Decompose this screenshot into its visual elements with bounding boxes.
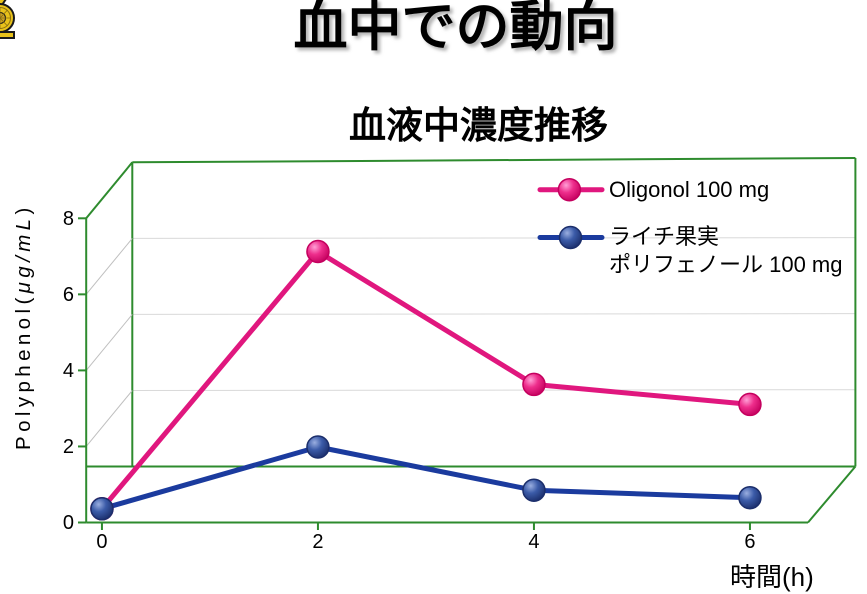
svg-text:2: 2 <box>312 531 323 553</box>
svg-text:4: 4 <box>528 531 539 553</box>
svg-text:0: 0 <box>63 512 74 534</box>
svg-text:0: 0 <box>96 531 107 553</box>
svg-text:Oligonol 100 mg: Oligonol 100 mg <box>609 177 769 202</box>
svg-text:2: 2 <box>63 436 74 458</box>
svg-text:ポリフェノール 100 mg: ポリフェノール 100 mg <box>609 252 843 277</box>
svg-text:8: 8 <box>63 208 74 230</box>
svg-text:4: 4 <box>63 360 74 382</box>
svg-text:Polyphenol(μg/mL): Polyphenol(μg/mL) <box>12 203 35 450</box>
svg-text:時間(h): 時間(h) <box>730 562 814 592</box>
svg-text:ライチ果実: ライチ果実 <box>609 224 719 249</box>
svg-text:6: 6 <box>744 531 755 553</box>
svg-text:6: 6 <box>63 284 74 306</box>
